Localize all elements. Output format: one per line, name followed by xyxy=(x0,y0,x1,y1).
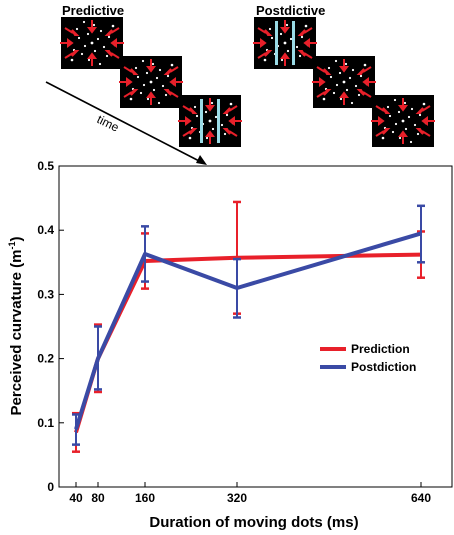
x-tick-label: 160 xyxy=(135,491,155,505)
y-axis-title-superscript: -1 xyxy=(7,242,17,250)
error-bar xyxy=(417,204,425,264)
time-label: time xyxy=(95,112,122,135)
stimulus-frame-3 xyxy=(178,95,242,147)
x-axis-title: Duration of moving dots (ms) xyxy=(149,514,358,531)
y-tick-label: 0.3 xyxy=(37,287,54,301)
stimulus-frame-5 xyxy=(312,56,376,108)
y-axis-title: Perceived curvature (m-1) xyxy=(7,237,25,416)
y-ticks: 0 0.1 0.2 0.3 0.4 0.5 xyxy=(37,159,64,494)
predictive-label: Predictive xyxy=(62,3,125,18)
y-axis-title-main: Perceived curvature (m xyxy=(8,250,25,416)
y-tick-label: 0.4 xyxy=(37,223,54,237)
y-tick-label: 0.5 xyxy=(37,159,54,173)
x-ticks: 40 80 160 320 640 xyxy=(69,482,431,505)
y-axis-title-suffix: ) xyxy=(8,237,25,242)
stimulus-frame-4 xyxy=(253,17,317,69)
x-tick-label: 40 xyxy=(69,491,83,505)
postdictive-stimulus-panel xyxy=(253,17,435,147)
error-bar xyxy=(72,413,80,446)
x-tick-label: 320 xyxy=(227,491,247,505)
stimulus-frame-1 xyxy=(60,17,124,69)
series-line xyxy=(74,231,422,430)
series-prediction xyxy=(72,200,425,453)
legend-label-prediction: Prediction xyxy=(351,342,410,356)
series-postdiction xyxy=(72,204,425,446)
time-arrow xyxy=(45,81,207,165)
error-bar xyxy=(94,325,102,391)
x-tick-label: 80 xyxy=(91,491,105,505)
y-tick-label: 0.2 xyxy=(37,352,54,366)
y-tick-label: 0.1 xyxy=(37,416,54,430)
postdictive-label: Postdictive xyxy=(256,3,326,18)
legend: Prediction Postdiction xyxy=(320,342,416,374)
plot-frame xyxy=(58,165,453,488)
y-tick-label: 0 xyxy=(47,480,54,494)
legend-label-postdiction: Postdiction xyxy=(351,360,416,374)
stimulus-frame-2 xyxy=(119,56,183,108)
x-tick-label: 640 xyxy=(411,491,431,505)
predictive-stimulus-panel xyxy=(60,17,242,147)
series-layer xyxy=(72,200,425,453)
stimulus-frame-6 xyxy=(371,95,435,147)
error-bar xyxy=(233,257,241,319)
